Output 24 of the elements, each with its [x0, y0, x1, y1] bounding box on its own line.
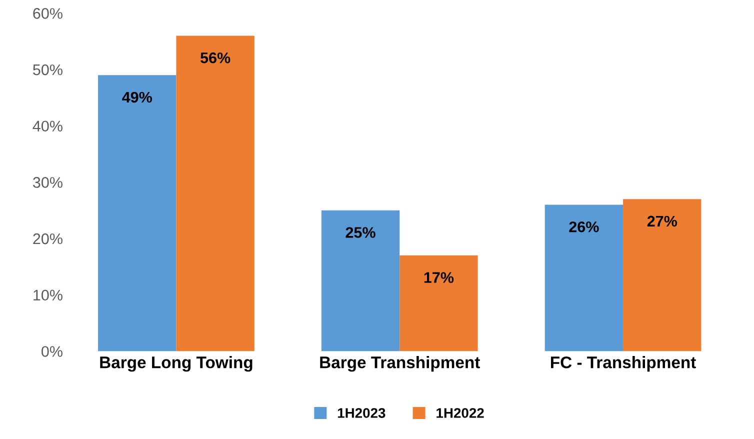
bar — [321, 210, 400, 352]
data-label: 49% — [122, 92, 152, 103]
data-label: 17% — [424, 272, 454, 283]
legend-label: 1H2022 — [436, 408, 484, 418]
x-tick-label: Barge Transhipment — [320, 356, 480, 372]
x-tick-label: Barge Long Towing — [100, 356, 252, 372]
data-label: 56% — [200, 52, 230, 64]
y-tick-label: 20% — [33, 233, 62, 244]
y-tick-label: 0% — [42, 346, 62, 357]
data-label: 27% — [647, 216, 678, 227]
bar — [544, 204, 624, 352]
bar — [623, 199, 702, 352]
y-tick-label: 60% — [33, 8, 62, 19]
data-label: 26% — [569, 221, 599, 232]
bar — [400, 255, 478, 352]
x-tick-label: FC - Transhipment — [550, 356, 696, 372]
bar — [176, 36, 254, 352]
bar — [98, 75, 176, 352]
y-tick-label: 40% — [32, 120, 62, 132]
y-tick-label: 10% — [34, 290, 62, 301]
data-label: 25% — [346, 227, 376, 238]
y-tick-label: 30% — [33, 177, 62, 188]
y-tick-label: 50% — [33, 64, 62, 76]
legend-label: 1H2023 — [338, 408, 386, 418]
